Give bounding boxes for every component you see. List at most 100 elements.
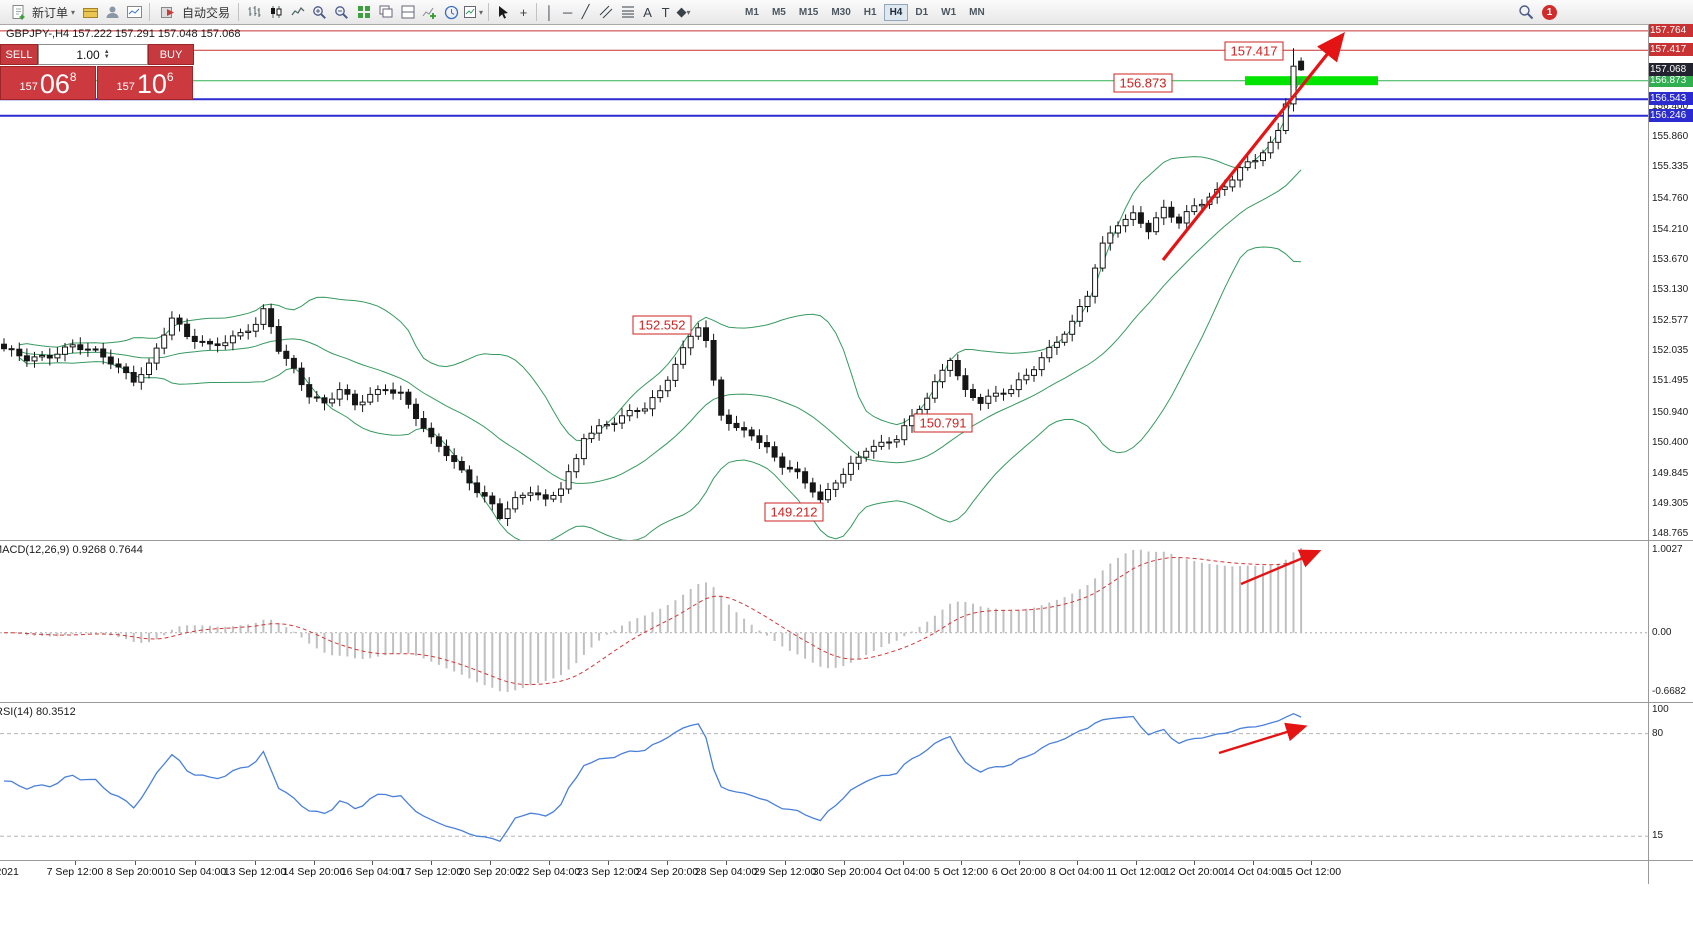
- time-axis-tick: [844, 861, 845, 865]
- zoom-in-icon[interactable]: [309, 2, 330, 22]
- price-axis-label: 156.400: [1652, 101, 1689, 113]
- new-order-button[interactable]: 新订单 ▾: [4, 1, 79, 23]
- price-axis-label: 1.0027: [1652, 544, 1683, 555]
- shapes-tool-icon[interactable]: ◆ ▾: [675, 2, 692, 22]
- price-callout[interactable]: 149.212: [764, 502, 824, 522]
- shapes-glyph: ◆: [676, 4, 687, 19]
- price-axis-label: 80: [1652, 727, 1664, 739]
- bar-chart-icon[interactable]: [243, 2, 264, 22]
- main-chart-canvas[interactable]: [0, 25, 1648, 540]
- time-axis-tick: [75, 861, 76, 865]
- separator: [536, 3, 538, 21]
- toolbar: 新订单 ▾ 自动交易: [0, 0, 1693, 25]
- macd-panel-canvas[interactable]: [0, 540, 1648, 702]
- time-axis-label: 6 Sep 2021: [0, 866, 19, 878]
- time-axis-label: 8 Sep 20:00: [106, 866, 164, 878]
- profile-icon[interactable]: [102, 2, 123, 22]
- volume-down-icon[interactable]: ▼: [103, 53, 110, 60]
- tile-horizontal-icon[interactable]: [397, 2, 418, 22]
- volume-value: 1.00: [76, 47, 100, 62]
- price-axis-label: -0.6682: [1652, 686, 1686, 697]
- channel-tool-icon[interactable]: [595, 2, 616, 22]
- timeframe-M30-button[interactable]: M30: [831, 6, 851, 18]
- new-order-label: 新订单: [32, 5, 69, 20]
- time-axis-label: 8 Oct 04:00: [1049, 866, 1105, 878]
- price-axis-label: 155.335: [1652, 160, 1689, 172]
- toolbar-right-group: 1: [1515, 2, 1557, 22]
- timeframe-M15-button[interactable]: M15: [798, 6, 819, 18]
- text-tool-icon[interactable]: A: [643, 4, 652, 20]
- separator: [238, 3, 240, 21]
- sell-price-button[interactable]: 157 06 8: [0, 66, 96, 100]
- line-chart-icon[interactable]: [287, 2, 308, 22]
- time-axis-label: 14 Sep 20:00: [282, 866, 346, 878]
- time-axis-label: 11 Oct 12:00: [1106, 866, 1166, 878]
- cursor-icon[interactable]: [493, 2, 514, 22]
- candlestick-chart-icon[interactable]: [265, 2, 286, 22]
- cascade-windows-icon[interactable]: [375, 2, 396, 22]
- timeframe-W1-button[interactable]: W1: [941, 6, 957, 18]
- price-axis-label: 0.00: [1652, 626, 1672, 638]
- macd-separator[interactable]: [0, 540, 1693, 541]
- zoom-out-icon[interactable]: [331, 2, 352, 22]
- terminal-icon[interactable]: [124, 2, 145, 22]
- price-axis-label: 151.495: [1652, 375, 1689, 387]
- time-axis-label: 22 Sep 04:00: [517, 866, 581, 878]
- volume-up-icon[interactable]: ▲: [103, 48, 110, 55]
- indicators-icon[interactable]: [419, 2, 440, 22]
- new-order-icon: [8, 2, 29, 22]
- search-icon[interactable]: [1515, 2, 1536, 22]
- fibonacci-tool-icon[interactable]: [617, 2, 638, 22]
- trendline-tool-icon[interactable]: ╱: [581, 4, 590, 19]
- time-axis-label: 17 Sep 12:00: [399, 866, 463, 878]
- period-clock-icon[interactable]: [441, 2, 462, 22]
- templates-icon[interactable]: ▾: [463, 2, 484, 22]
- price-axis-badge: 156.873: [1649, 73, 1693, 87]
- market-watch-icon[interactable]: [80, 2, 101, 22]
- notification-badge[interactable]: 1: [1542, 4, 1557, 20]
- time-axis-label: 12 Oct 20:00: [1163, 866, 1225, 878]
- time-axis-label: 10 Sep 04:00: [163, 866, 227, 878]
- buy-price-sup: 6: [166, 70, 174, 84]
- price-callout[interactable]: 157.417: [1224, 41, 1284, 61]
- time-axis-tick: [314, 861, 315, 865]
- buy-price-button[interactable]: 157 10 6: [97, 66, 193, 100]
- price-callout[interactable]: 156.873: [1113, 73, 1173, 93]
- timeframe-H4-button[interactable]: H4: [883, 3, 909, 21]
- text-label-tool-icon[interactable]: T: [661, 4, 670, 20]
- time-axis-label: 4 Oct 04:00: [875, 866, 931, 878]
- price-axis-badge: 157.764: [1649, 23, 1693, 37]
- sell-price-big: 06: [39, 69, 70, 99]
- timeframe-M1-button[interactable]: M1: [745, 6, 759, 18]
- timeframe-H1-button[interactable]: H1: [863, 6, 877, 18]
- auto-trading-button[interactable]: 自动交易: [154, 1, 234, 23]
- time-axis-label: 29 Sep 12:00: [753, 866, 817, 878]
- crosshair-icon[interactable]: +: [519, 4, 528, 20]
- price-callout[interactable]: 150.791: [913, 413, 973, 433]
- rsi-panel-canvas[interactable]: [0, 702, 1648, 860]
- chevron-down-icon: ▾: [71, 7, 76, 17]
- timeframe-D1-button[interactable]: D1: [915, 6, 929, 18]
- price-axis-label: 154.760: [1652, 192, 1689, 204]
- rsi-separator[interactable]: [0, 702, 1693, 703]
- time-axis-tick: [1019, 861, 1020, 865]
- horizontal-line-tool-icon[interactable]: ─: [562, 4, 573, 20]
- price-axis-label: 15: [1652, 830, 1664, 842]
- time-axis-tick: [1194, 861, 1195, 865]
- separator: [488, 3, 490, 21]
- price-callout[interactable]: 152.552: [632, 315, 692, 335]
- price-axis-label: 153.130: [1652, 284, 1689, 296]
- buy-price-big: 10: [136, 69, 167, 99]
- sell-button[interactable]: SELL: [0, 44, 38, 65]
- tile-windows-icon[interactable]: [353, 2, 374, 22]
- time-axis-label: 7 Sep 12:00: [46, 866, 104, 878]
- timeframe-M5-button[interactable]: M5: [771, 6, 786, 18]
- timeframe-MN-button[interactable]: MN: [969, 6, 985, 18]
- volume-input[interactable]: 1.00 ▲ ▼: [38, 44, 148, 65]
- price-axis-label: 155.860: [1652, 131, 1689, 143]
- time-axis-label: 23 Sep 12:00: [576, 866, 640, 878]
- price-axis-badge: 156.543: [1649, 92, 1693, 106]
- vertical-line-tool-icon[interactable]: │: [545, 4, 554, 20]
- buy-button[interactable]: BUY: [148, 44, 194, 65]
